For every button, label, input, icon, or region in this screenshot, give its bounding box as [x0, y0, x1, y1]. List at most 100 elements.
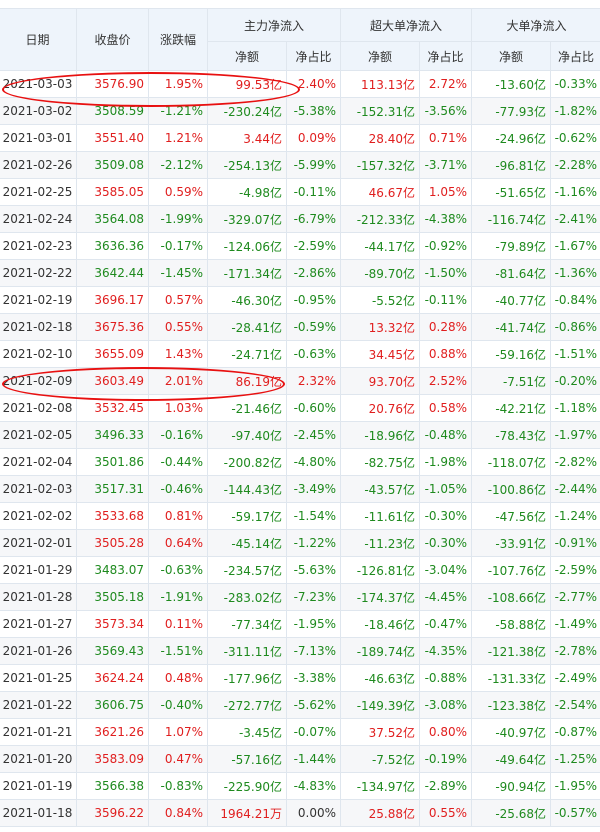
cell-big-amount: -41.74亿 — [471, 313, 552, 341]
cell-main-amount: 3.44亿 — [207, 124, 287, 152]
table-row[interactable]: 2021-01-25 3624.24 0.48% -177.96亿 -3.38% -46.… — [0, 664, 600, 692]
col-header-change[interactable]: 涨跌幅 — [148, 8, 208, 71]
cell-super-ratio: 0.80% — [419, 718, 473, 746]
cell-super-amount: 46.67亿 — [340, 178, 421, 206]
cell-main-amount: -24.71亿 — [207, 340, 287, 368]
cell-change: 0.59% — [148, 178, 208, 206]
cell-super-amount: -82.75亿 — [340, 448, 421, 476]
cell-close: 3508.59 — [76, 97, 149, 125]
table-row[interactable]: 2021-01-28 3505.18 -1.91% -283.02亿 -7.23% -17… — [0, 583, 600, 611]
cell-close: 3505.28 — [76, 529, 149, 557]
cell-main-amount: -59.17亿 — [207, 502, 287, 530]
cell-big-amount: -47.56亿 — [471, 502, 552, 530]
cell-super-amount: -7.52亿 — [340, 745, 421, 773]
cell-date: 2021-02-05 — [0, 421, 77, 449]
table-row[interactable]: 2021-02-04 3501.86 -0.44% -200.82亿 -4.80% -82… — [0, 448, 600, 476]
cell-super-amount: -5.52亿 — [340, 286, 421, 314]
table-row[interactable]: 2021-01-27 3573.34 0.11% -77.34亿 -1.95% -18.4… — [0, 610, 600, 638]
cell-super-ratio: -4.35% — [419, 637, 473, 665]
cell-super-ratio: 0.71% — [419, 124, 473, 152]
cell-close: 3533.68 — [76, 502, 149, 530]
cell-big-ratio: -2.59% — [550, 556, 600, 584]
cell-main-ratio: 2.32% — [285, 367, 342, 395]
table-row[interactable]: 2021-02-23 3636.36 -0.17% -124.06亿 -2.59% -44… — [0, 232, 600, 260]
cell-big-amount: -107.76亿 — [471, 556, 552, 584]
table-row[interactable]: 2021-03-03 3576.90 1.95% 99.53亿 2.40% 113.13亿… — [0, 70, 600, 98]
cell-super-amount: 25.88亿 — [340, 799, 421, 827]
cell-big-ratio: -2.28% — [550, 151, 600, 179]
cell-date: 2021-02-19 — [0, 286, 77, 314]
cell-date: 2021-02-04 — [0, 448, 77, 476]
table-row[interactable]: 2021-02-09 3603.49 2.01% 86.19亿 2.32% 93.70亿 2… — [0, 367, 600, 395]
table-row[interactable]: 2021-01-19 3566.38 -0.83% -225.90亿 -4.83% -13… — [0, 772, 600, 800]
cell-main-amount: -225.90亿 — [207, 772, 287, 800]
cell-main-ratio: -2.86% — [285, 259, 342, 287]
table-row[interactable]: 2021-01-26 3569.43 -1.51% -311.11亿 -7.13% -18… — [0, 637, 600, 665]
cell-close: 3655.09 — [76, 340, 149, 368]
col-group-super-flow: 超大单净流入 — [340, 8, 473, 42]
col-header-big-amount[interactable]: 净额 — [471, 41, 552, 71]
cell-change: 0.57% — [148, 286, 208, 314]
cell-big-amount: -123.38亿 — [471, 691, 552, 719]
cell-date: 2021-01-20 — [0, 745, 77, 773]
table-row[interactable]: 2021-02-25 3585.05 0.59% -4.98亿 -0.11% 46.67亿… — [0, 178, 600, 206]
cell-super-ratio: 1.05% — [419, 178, 473, 206]
col-header-close[interactable]: 收盘价 — [76, 8, 149, 71]
cell-main-amount: -171.34亿 — [207, 259, 287, 287]
table-row[interactable]: 2021-02-18 3675.36 0.55% -28.41亿 -0.59% 13.32… — [0, 313, 600, 341]
cell-super-amount: -126.81亿 — [340, 556, 421, 584]
cell-big-ratio: -1.25% — [550, 745, 600, 773]
table-row[interactable]: 2021-02-01 3505.28 0.64% -45.14亿 -1.22% -11.2… — [0, 529, 600, 557]
cell-close: 3596.22 — [76, 799, 149, 827]
cell-main-ratio: -5.38% — [285, 97, 342, 125]
table-header: 日期 收盘价 涨跌幅 主力净流入 超大单净流入 大单净流入 净额 净占比 净额 … — [0, 8, 600, 71]
cell-main-amount: -46.30亿 — [207, 286, 287, 314]
cell-big-amount: -33.91亿 — [471, 529, 552, 557]
table-row[interactable]: 2021-01-21 3621.26 1.07% -3.45亿 -0.07% 37.52亿… — [0, 718, 600, 746]
col-header-main-ratio[interactable]: 净占比 — [285, 41, 342, 71]
cell-main-amount: -124.06亿 — [207, 232, 287, 260]
cell-change: 0.47% — [148, 745, 208, 773]
table-row[interactable]: 2021-01-18 3596.22 0.84% 1964.21万 0.00% 25.88… — [0, 799, 600, 827]
cell-super-amount: -212.33亿 — [340, 205, 421, 233]
cell-change: -1.99% — [148, 205, 208, 233]
table-row[interactable]: 2021-02-24 3564.08 -1.99% -329.07亿 -6.79% -21… — [0, 205, 600, 233]
cell-big-ratio: -2.77% — [550, 583, 600, 611]
table-row[interactable]: 2021-02-10 3655.09 1.43% -24.71亿 -0.63% 34.45… — [0, 340, 600, 368]
table-row[interactable]: 2021-02-26 3509.08 -2.12% -254.13亿 -5.99% -15… — [0, 151, 600, 179]
cell-date: 2021-01-19 — [0, 772, 77, 800]
cell-main-amount: 99.53亿 — [207, 70, 287, 98]
table-row[interactable]: 2021-01-20 3583.09 0.47% -57.16亿 -1.44% -7.52… — [0, 745, 600, 773]
table-row[interactable]: 2021-01-29 3483.07 -0.63% -234.57亿 -5.63% -12… — [0, 556, 600, 584]
cell-main-ratio: -1.44% — [285, 745, 342, 773]
table-row[interactable]: 2021-02-22 3642.44 -1.45% -171.34亿 -2.86% -89… — [0, 259, 600, 287]
cell-close: 3501.86 — [76, 448, 149, 476]
cell-date: 2021-01-29 — [0, 556, 77, 584]
cell-big-ratio: -1.51% — [550, 340, 600, 368]
cell-date: 2021-02-02 — [0, 502, 77, 530]
cell-main-ratio: 0.00% — [285, 799, 342, 827]
cell-main-ratio: -5.99% — [285, 151, 342, 179]
table-row[interactable]: 2021-03-02 3508.59 -1.21% -230.24亿 -5.38% -15… — [0, 97, 600, 125]
cell-date: 2021-02-22 — [0, 259, 77, 287]
cell-super-ratio: -3.04% — [419, 556, 473, 584]
table-row[interactable]: 2021-02-02 3533.68 0.81% -59.17亿 -1.54% -11.6… — [0, 502, 600, 530]
table-row[interactable]: 2021-01-22 3606.75 -0.40% -272.77亿 -5.62% -14… — [0, 691, 600, 719]
cell-close: 3675.36 — [76, 313, 149, 341]
table-row[interactable]: 2021-02-19 3696.17 0.57% -46.30亿 -0.95% -5.52… — [0, 286, 600, 314]
cell-big-ratio: -1.16% — [550, 178, 600, 206]
cell-super-ratio: -0.11% — [419, 286, 473, 314]
cell-main-amount: -234.57亿 — [207, 556, 287, 584]
table-row[interactable]: 2021-02-08 3532.45 1.03% -21.46亿 -0.60% 20.76… — [0, 394, 600, 422]
col-header-super-amount[interactable]: 净额 — [340, 41, 421, 71]
cell-big-amount: -77.93亿 — [471, 97, 552, 125]
table-row[interactable]: 2021-03-01 3551.40 1.21% 3.44亿 0.09% 28.40亿 0.… — [0, 124, 600, 152]
cell-big-amount: -40.97亿 — [471, 718, 552, 746]
cell-date: 2021-02-09 — [0, 367, 77, 395]
col-header-main-amount[interactable]: 净额 — [207, 41, 287, 71]
table-row[interactable]: 2021-02-03 3517.31 -0.46% -144.43亿 -3.49% -43… — [0, 475, 600, 503]
col-header-date[interactable]: 日期 — [0, 8, 77, 71]
table-row[interactable]: 2021-02-05 3496.33 -0.16% -97.40亿 -2.45% -18.… — [0, 421, 600, 449]
col-header-big-ratio[interactable]: 净占比 — [550, 41, 600, 71]
col-header-super-ratio[interactable]: 净占比 — [419, 41, 473, 71]
